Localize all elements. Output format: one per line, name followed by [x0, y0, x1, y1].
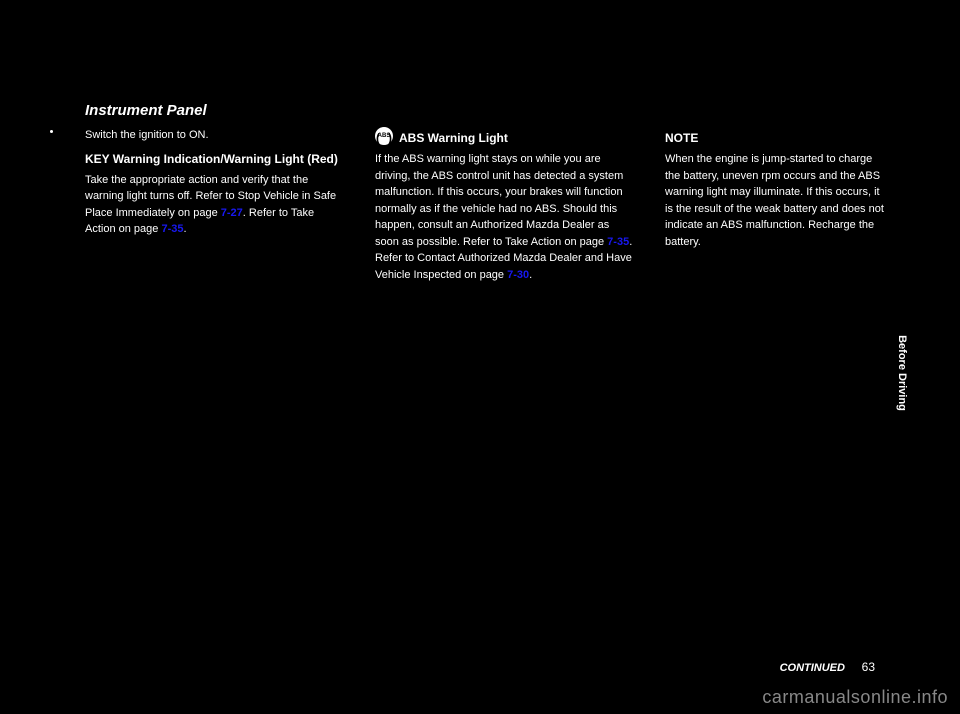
page-ref-link[interactable]: 7-27: [221, 207, 243, 219]
header-spacer: [85, 42, 875, 102]
abs-icon: ABS: [375, 127, 393, 145]
side-tab-label: Before Driving: [896, 335, 908, 411]
abs-icon-row: ABS ABS Warning Light: [375, 127, 635, 151]
page-ref-link[interactable]: 7-35: [161, 223, 183, 235]
left-column: Switch the ignition to ON. KEY Warning I…: [85, 127, 345, 694]
mid-text-3: .: [529, 269, 532, 281]
note-title: NOTE: [665, 131, 885, 145]
watermark: carmanualsonline.info: [762, 687, 948, 708]
bullet-text: Switch the ignition to ON.: [85, 127, 345, 144]
continued-label: CONTINUED: [780, 662, 845, 674]
bullet-icon: [50, 130, 53, 133]
content-columns: Switch the ignition to ON. KEY Warning I…: [85, 127, 875, 694]
note-body: When the engine is jump-started to charg…: [665, 151, 885, 250]
abs-warning-title: ABS Warning Light: [399, 131, 635, 145]
page-number: 63: [862, 660, 875, 674]
mid-text-1: If the ABS warning light stays on while …: [375, 153, 623, 248]
section-title: Instrument Panel: [85, 102, 875, 119]
page-footer: CONTINUED 63: [780, 660, 875, 674]
right-column: NOTE When the engine is jump-started to …: [665, 127, 885, 694]
page-ref-link[interactable]: 7-30: [507, 269, 529, 281]
middle-column: ABS ABS Warning Light If the ABS warning…: [375, 127, 635, 694]
key-warning-title: KEY Warning Indication/Warning Light (Re…: [85, 152, 345, 166]
mid-para: If the ABS warning light stays on while …: [375, 151, 635, 283]
manual-page: Instrument Panel Switch the ignition to …: [0, 0, 960, 714]
left-text-3: .: [183, 223, 186, 235]
page-ref-link[interactable]: 7-35: [607, 236, 629, 248]
left-para: Take the appropriate action and verify t…: [85, 172, 345, 238]
